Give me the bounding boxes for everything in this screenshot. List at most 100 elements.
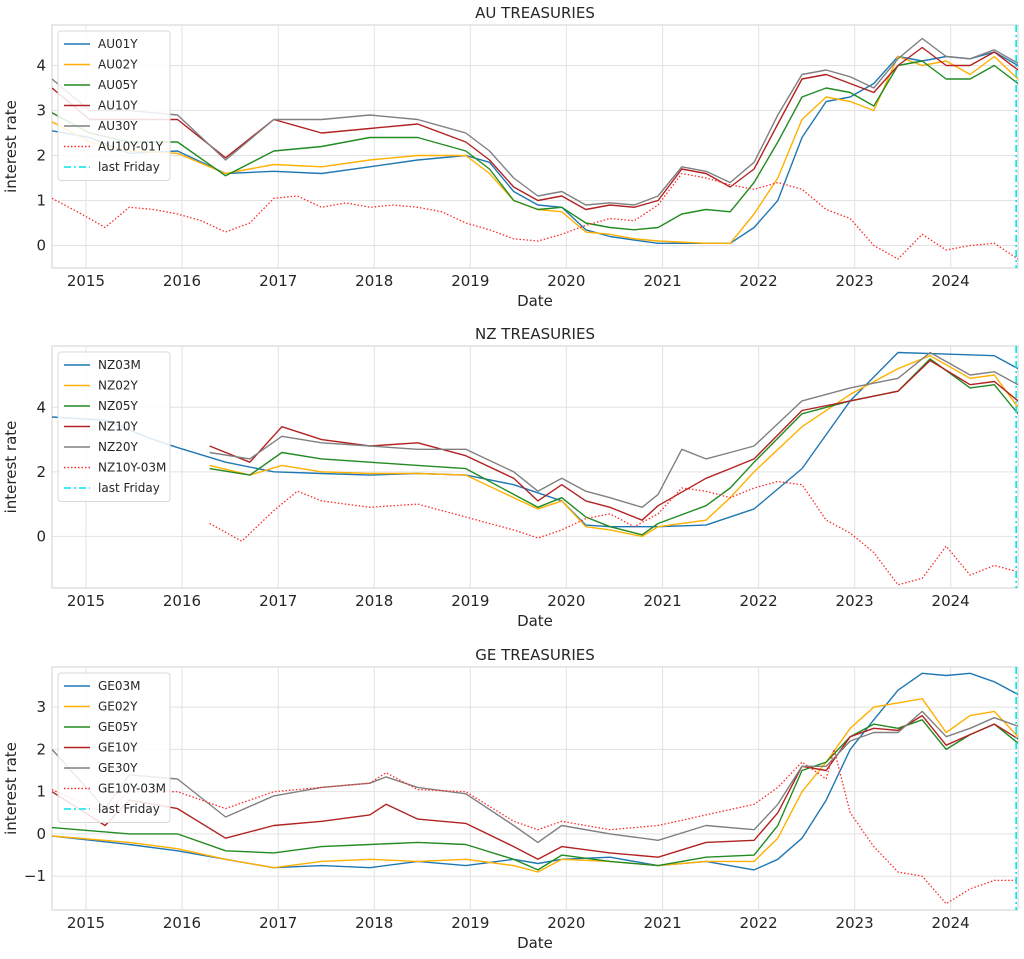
legend-label: AU01Y	[98, 37, 138, 51]
y-tick-label: 4	[36, 398, 46, 416]
legend-label: NZ05Y	[98, 399, 138, 413]
y-tick-label: 4	[36, 57, 46, 75]
legend: NZ03M NZ02Y NZ05Y NZ10Y NZ20Y NZ10Y-03M last F…	[57, 351, 171, 502]
chart-panel-2: 2015 2016 2017 2018 2019 2020 2021 2022 2023 2024…	[2, 325, 1019, 630]
y-tick-label: 3	[36, 698, 46, 716]
x-axis-label: Date	[517, 934, 553, 952]
series-line-au01y	[52, 51, 1018, 245]
series-line-au05y	[52, 60, 1018, 231]
legend-label: GE05Y	[98, 720, 138, 734]
legend-label: NZ02Y	[98, 379, 138, 393]
legend-label: AU02Y	[98, 58, 138, 72]
x-axis-label: Date	[517, 612, 553, 630]
series-line-ge30y	[52, 710, 1018, 844]
x-tick-label: 2020	[547, 592, 585, 610]
legend-label: AU10Y	[98, 99, 138, 113]
legend-label: GE30Y	[98, 761, 138, 775]
legend-label: AU05Y	[98, 78, 138, 92]
legend-label: GE10Y-03M	[98, 782, 166, 796]
x-tick-label: 2021	[643, 914, 681, 932]
y-tick-label: 2	[36, 463, 46, 481]
y-tick-label: 3	[36, 102, 46, 120]
y-tick-label: 0	[36, 527, 46, 545]
legend-label: AU30Y	[98, 119, 138, 133]
y-axis-label: interest rate	[2, 421, 20, 514]
chart-title: GE TREASURIES	[475, 646, 595, 664]
series-line-ge10y-03m	[52, 748, 1018, 905]
series-line-ge05y	[52, 719, 1018, 871]
y-tick-label: 0	[36, 237, 46, 255]
y-tick-label: 2	[36, 740, 46, 758]
x-tick-label: 2017	[259, 272, 297, 290]
plot-area	[51, 24, 1019, 269]
x-tick-label: 2015	[67, 914, 105, 932]
x-tick-label: 2019	[451, 914, 489, 932]
series-line-au10y	[52, 46, 1018, 211]
x-tick-label: 2016	[163, 914, 201, 932]
legend-label: GE10Y	[98, 741, 138, 755]
x-tick-label: 2022	[740, 914, 778, 932]
x-tick-label: 2023	[836, 272, 874, 290]
plot-area	[51, 666, 1019, 911]
x-tick-label: 2021	[643, 592, 681, 610]
y-axis-label: interest rate	[2, 100, 20, 193]
y-tick-label: −1	[24, 867, 46, 885]
x-tick-label: 2017	[259, 914, 297, 932]
series-group	[52, 25, 1018, 268]
x-tick-label: 2021	[643, 272, 681, 290]
x-tick-label: 2018	[355, 272, 393, 290]
y-axis-label: interest rate	[2, 742, 20, 835]
series-line-nz20y	[209, 351, 1018, 508]
legend-label: NZ20Y	[98, 440, 138, 454]
x-tick-label: 2017	[259, 592, 297, 610]
x-tick-label: 2016	[163, 592, 201, 610]
x-axis-label: Date	[517, 292, 553, 310]
chart-panel-3: 2015 2016 2017 2018 2019 2020 2021 2022 2023 2024…	[2, 646, 1019, 952]
legend-box	[57, 672, 171, 823]
legend-label: GE02Y	[98, 700, 138, 714]
legend: AU01Y AU02Y AU05Y AU10Y AU30Y AU10Y-01Y last F…	[57, 30, 171, 181]
x-tick-label: 2024	[932, 272, 970, 290]
legend-box	[57, 351, 171, 502]
legend-label: AU10Y-01Y	[98, 140, 164, 154]
series-line-au30y	[52, 37, 1018, 206]
x-tick-label: 2023	[836, 914, 874, 932]
x-tick-label: 2024	[932, 592, 970, 610]
x-tick-label: 2024	[932, 914, 970, 932]
series-line-au10y-01y	[52, 172, 1018, 260]
x-tick-label: 2015	[67, 592, 105, 610]
series-line-nz02y	[209, 355, 1018, 538]
series-line-au02y	[52, 55, 1018, 245]
legend-label: last Friday	[98, 802, 160, 816]
chart-panel-1: 2015 2016 2017 2018 2019 2020 2021 2022 2023 2024…	[2, 4, 1019, 310]
x-tick-label: 2015	[67, 272, 105, 290]
legend-label: NZ03M	[98, 358, 141, 372]
x-tick-label: 2022	[740, 272, 778, 290]
legend: GE03M GE02Y GE05Y GE10Y GE30Y GE10Y-03M last F…	[57, 672, 171, 823]
x-tick-label: 2019	[451, 272, 489, 290]
x-tick-label: 2020	[547, 914, 585, 932]
x-tick-label: 2022	[740, 592, 778, 610]
x-tick-label: 2018	[355, 592, 393, 610]
legend-label: GE03M	[98, 679, 141, 693]
legend-label: NZ10Y	[98, 420, 138, 434]
legend-box	[57, 30, 171, 181]
series-group	[52, 667, 1018, 910]
legend-label: last Friday	[98, 481, 160, 495]
legend-label: NZ10Y-03M	[98, 461, 166, 475]
x-tick-label: 2020	[547, 272, 585, 290]
y-tick-label: 1	[36, 783, 46, 801]
x-tick-label: 2023	[836, 592, 874, 610]
x-tick-label: 2018	[355, 914, 393, 932]
y-tick-label: 0	[36, 825, 46, 843]
y-tick-label: 2	[36, 147, 46, 165]
legend-label: last Friday	[98, 160, 160, 174]
x-tick-label: 2016	[163, 272, 201, 290]
series-group	[52, 346, 1018, 588]
y-tick-label: 1	[36, 192, 46, 210]
series-line-nz10y-03m	[209, 480, 1018, 586]
chart-title: AU TREASURIES	[475, 4, 595, 22]
x-tick-label: 2019	[451, 592, 489, 610]
chart-title: NZ TREASURIES	[475, 325, 595, 343]
